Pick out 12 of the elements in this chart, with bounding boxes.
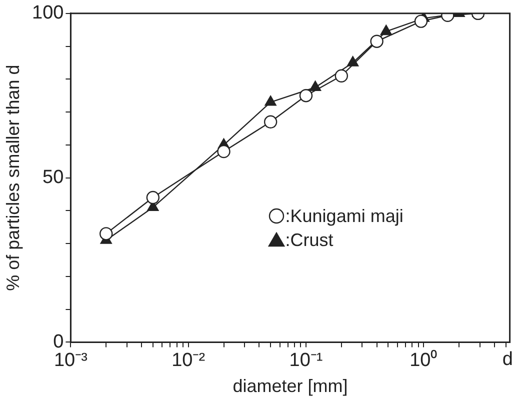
y-tick-label: 0 [53, 331, 64, 352]
legend-label: :Kunigami maji [285, 205, 404, 228]
x-tick-label: 10⁻¹ [289, 350, 323, 371]
text: d [502, 348, 513, 370]
y-tick-label: 50 [42, 167, 64, 188]
y-tick-label: 100 [32, 2, 64, 24]
x-tick-label: 10⁻² [172, 350, 206, 371]
y-axis-title: % of particles smaller than d [2, 64, 23, 291]
x-axis-title: diameter [mm] [232, 376, 348, 396]
x-tick-label: 10⁰ [410, 348, 438, 371]
x-tick-label: 10⁻³ [54, 350, 88, 371]
legend-label: :Crust [285, 229, 334, 252]
